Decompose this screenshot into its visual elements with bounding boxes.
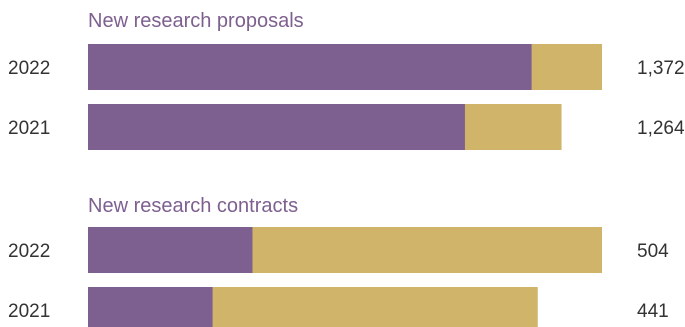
bar-primary-segment (88, 227, 253, 273)
category-label: 2022 (8, 58, 50, 79)
chart-title: New research proposals (88, 10, 304, 32)
category-label: 2022 (8, 241, 50, 262)
chart-title: New research contracts (88, 195, 298, 217)
total-label: 1,264 (637, 118, 685, 139)
bar-primary-segment (88, 104, 465, 150)
category-label: 2021 (8, 118, 50, 139)
total-label: 504 (637, 241, 669, 262)
bar-primary-segment (88, 44, 532, 90)
total-label: 1,372 (637, 58, 685, 79)
total-label: 441 (637, 301, 669, 322)
category-label: 2021 (8, 301, 50, 322)
bar-primary-segment (88, 287, 213, 327)
